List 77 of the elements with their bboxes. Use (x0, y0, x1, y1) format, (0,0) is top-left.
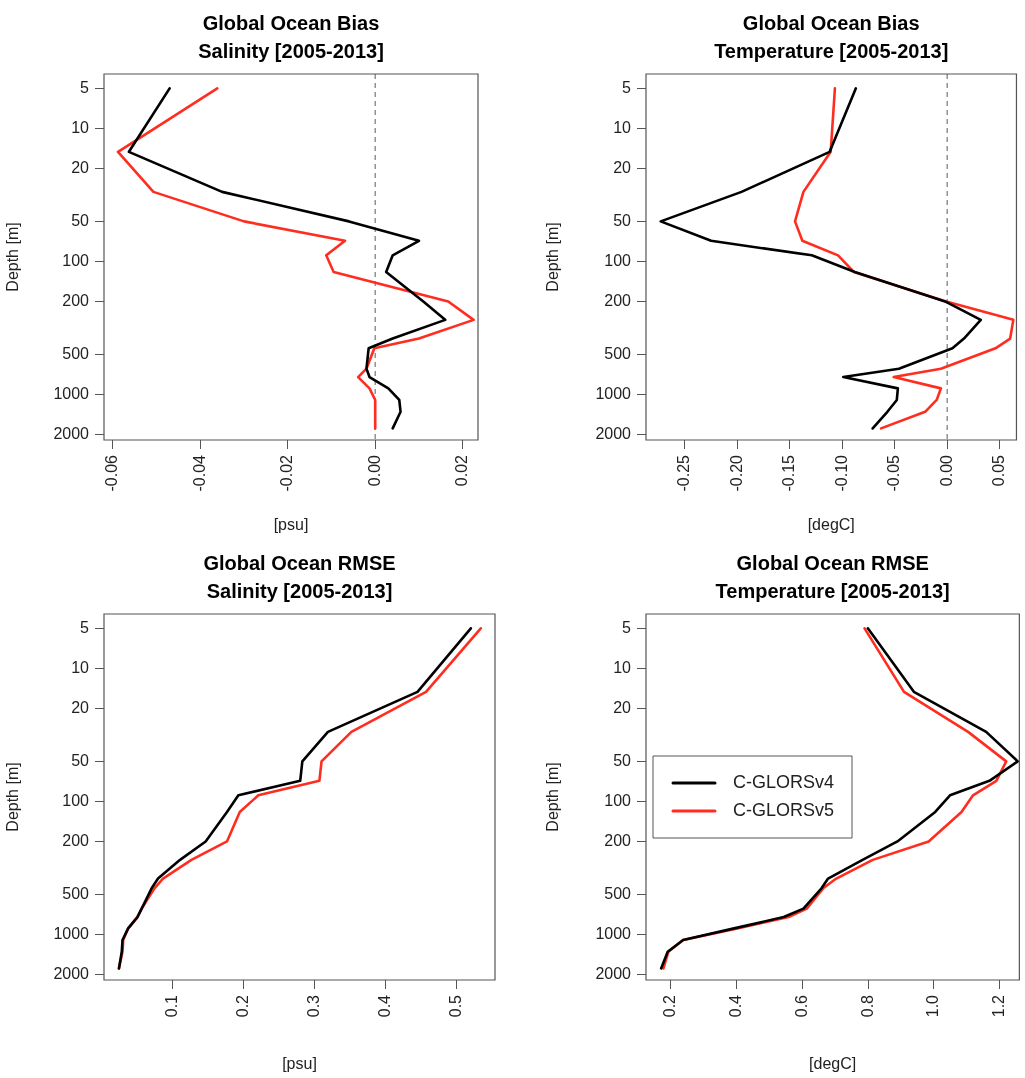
y-tick-label: 10 (613, 118, 632, 136)
y-tick-label: 20 (613, 698, 632, 716)
y-tick-label: 500 (62, 344, 90, 362)
x-tick-label: -0.06 (103, 454, 121, 492)
legend-label: C-GLORSv5 (733, 799, 835, 820)
x-tick-label: 0.2 (661, 994, 679, 1018)
chart-subtitle: Temperature [2005-2013] (714, 40, 949, 62)
y-tick-label: 200 (604, 291, 632, 309)
x-tick-label: 0.05 (990, 454, 1008, 487)
chart-subtitle: Salinity [2005-2013] (198, 40, 384, 62)
x-axis-title: [degC] (809, 1054, 857, 1072)
x-tick-label: 0.02 (453, 454, 471, 487)
y-tick-label: 2000 (53, 964, 90, 982)
legend-label: C-GLORSv4 (733, 771, 835, 792)
y-tick-label: 100 (604, 251, 632, 269)
chart-title: Global Ocean Bias (202, 12, 380, 34)
x-tick-label: 0.1 (162, 994, 180, 1018)
y-tick-label: 20 (613, 158, 632, 176)
x-axis-title: [degC] (807, 515, 855, 533)
y-tick-label: 2000 (595, 424, 632, 442)
y-tick-label: 20 (71, 698, 90, 716)
y-tick-label: 100 (62, 791, 90, 809)
x-tick-label: -0.05 (885, 454, 903, 492)
y-tick-label: 50 (71, 751, 90, 769)
y-tick-label: 5 (80, 78, 90, 96)
x-tick-label: -0.10 (832, 454, 850, 492)
y-tick-label: 500 (604, 344, 632, 362)
x-tick-label: -0.25 (675, 454, 693, 492)
y-tick-label: 1000 (53, 924, 90, 942)
y-tick-label: 2000 (53, 424, 90, 442)
y-tick-label: 500 (62, 884, 90, 902)
y-axis-title: Depth [m] (544, 762, 562, 832)
y-tick-label: 1000 (595, 384, 632, 402)
x-tick-label: 0.6 (792, 994, 810, 1018)
y-tick-label: 1000 (53, 384, 90, 402)
y-tick-label: 5 (622, 618, 632, 636)
y-tick-label: 1000 (595, 924, 632, 942)
y-tick-label: 20 (71, 158, 90, 176)
y-tick-label: 10 (613, 658, 632, 676)
y-tick-label: 50 (71, 211, 90, 229)
y-tick-label: 10 (71, 118, 90, 136)
x-tick-label: 0.4 (375, 994, 393, 1018)
y-tick-label: 5 (80, 618, 90, 636)
y-tick-label: 100 (62, 251, 90, 269)
x-tick-label: 1.2 (990, 994, 1008, 1018)
x-tick-label: 0.4 (727, 994, 745, 1018)
x-axis-title: [psu] (273, 515, 309, 533)
y-tick-label: 200 (62, 291, 90, 309)
x-tick-label: -0.15 (780, 454, 798, 492)
x-tick-label: -0.02 (278, 454, 296, 492)
y-axis-title: Depth [m] (4, 762, 22, 832)
chart-subtitle: Temperature [2005-2013] (715, 580, 950, 602)
y-tick-label: 100 (604, 791, 632, 809)
chart-title: Global Ocean Bias (742, 12, 920, 34)
y-axis-title: Depth [m] (544, 222, 562, 292)
y-tick-label: 500 (604, 884, 632, 902)
x-tick-label: 1.0 (924, 994, 942, 1018)
x-tick-label: -0.04 (190, 454, 208, 492)
y-tick-label: 200 (62, 831, 90, 849)
x-tick-label: -0.20 (727, 454, 745, 492)
x-tick-label: 0.3 (304, 994, 322, 1018)
x-axis-title: [psu] (282, 1054, 317, 1072)
y-tick-label: 5 (622, 78, 632, 96)
x-tick-label: 0.00 (365, 454, 383, 487)
y-tick-label: 200 (604, 831, 632, 849)
x-tick-label: 0.2 (233, 994, 251, 1018)
x-tick-label: 0.00 (937, 454, 955, 487)
y-tick-label: 50 (613, 751, 632, 769)
x-tick-label: 0.8 (858, 994, 876, 1018)
chart-title: Global Ocean RMSE (203, 552, 396, 574)
x-tick-label: 0.5 (447, 994, 465, 1018)
y-tick-label: 50 (613, 211, 632, 229)
y-axis-title: Depth [m] (4, 222, 22, 292)
chart-subtitle: Salinity [2005-2013] (206, 580, 393, 602)
y-tick-label: 10 (71, 658, 90, 676)
chart-title: Global Ocean RMSE (736, 552, 929, 574)
y-tick-label: 2000 (595, 964, 632, 982)
